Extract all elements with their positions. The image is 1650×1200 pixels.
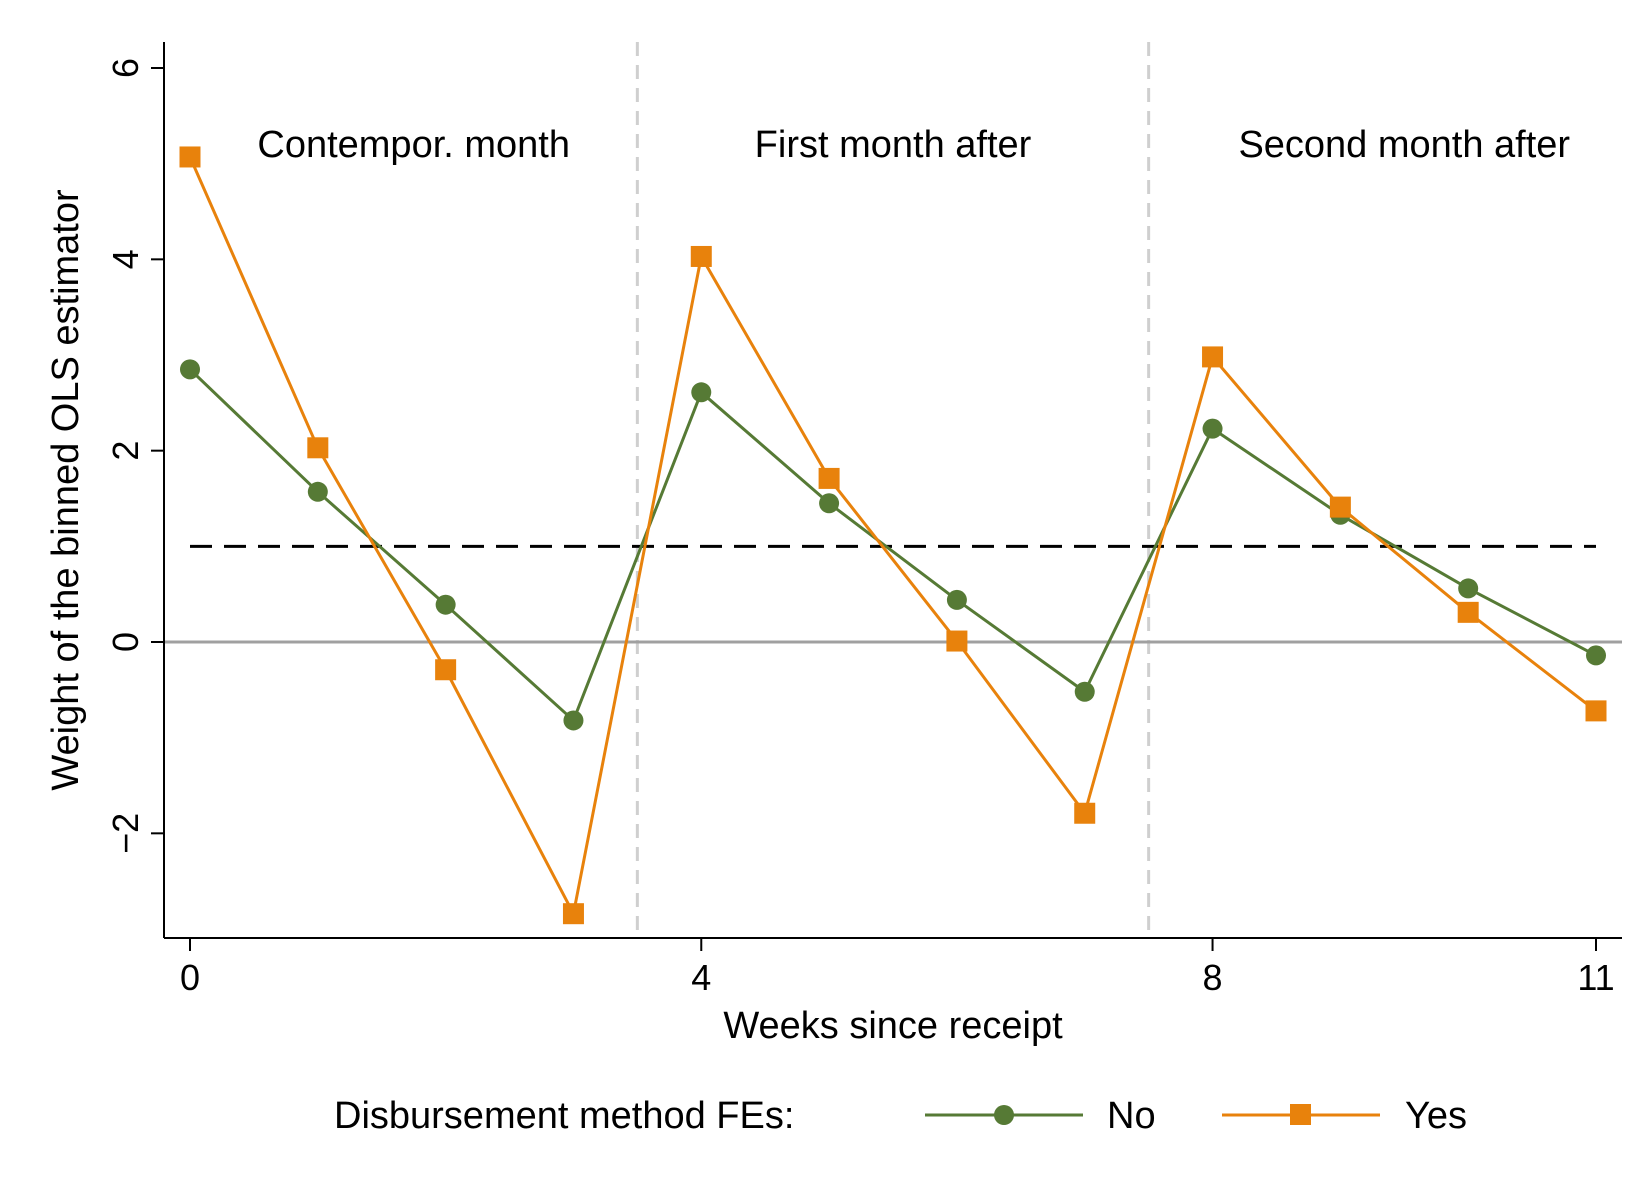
legend-marker-square xyxy=(1290,1104,1311,1125)
y-tick-label: 0 xyxy=(105,632,146,652)
point-yes xyxy=(435,659,457,681)
legend-label-yes: Yes xyxy=(1405,1095,1467,1137)
point-no xyxy=(819,493,840,514)
x-tick-label: 8 xyxy=(1203,957,1223,998)
legend-title: Disbursement method FEs: xyxy=(334,1095,794,1137)
point-yes xyxy=(1074,802,1096,824)
y-tick-label: 4 xyxy=(105,249,146,269)
x-tick-label: 4 xyxy=(691,957,711,998)
section-label-1: Contempor. month xyxy=(257,124,570,166)
point-no xyxy=(180,359,200,380)
series-line-no xyxy=(188,368,1597,722)
point-no xyxy=(1458,578,1479,599)
y-tick-label: 2 xyxy=(105,441,146,461)
point-no xyxy=(1202,418,1223,439)
point-yes xyxy=(946,630,968,652)
plot-area: Contempor. month First month after Second … xyxy=(164,42,1622,938)
x-tick-label: 11 xyxy=(1577,957,1614,998)
y-tick-label: −2 xyxy=(105,813,146,854)
point-yes xyxy=(1585,700,1607,722)
point-yes xyxy=(179,146,201,168)
point-no xyxy=(435,594,456,615)
x-tick-label: 0 xyxy=(180,957,200,998)
point-no xyxy=(563,710,584,731)
point-yes xyxy=(307,437,329,459)
section-label-2: First month after xyxy=(755,124,1032,166)
point-no xyxy=(1074,681,1095,702)
x-axis-title: Weeks since receipt xyxy=(723,1005,1063,1047)
point-yes xyxy=(818,467,840,489)
point-yes xyxy=(1202,346,1224,368)
y-axis-title: Weight of the binned OLS estimator xyxy=(45,189,87,791)
legend-marker-circle xyxy=(994,1105,1014,1125)
point-no xyxy=(1586,645,1606,666)
point-yes xyxy=(690,245,712,267)
legend-label-no: No xyxy=(1107,1095,1156,1137)
series-line-yes xyxy=(188,156,1597,916)
y-tick-label: 6 xyxy=(105,58,146,78)
legend: Disbursement method FEs: No Yes xyxy=(334,1095,1467,1137)
point-no xyxy=(691,382,712,403)
legend-item-no: No xyxy=(925,1095,1156,1137)
point-yes xyxy=(1329,496,1351,518)
section-label-3: Second month after xyxy=(1238,124,1570,166)
point-no xyxy=(946,589,967,610)
legend-item-yes: Yes xyxy=(1222,1095,1467,1137)
point-yes xyxy=(1457,601,1479,623)
point-no xyxy=(307,481,328,502)
point-yes xyxy=(562,903,584,925)
